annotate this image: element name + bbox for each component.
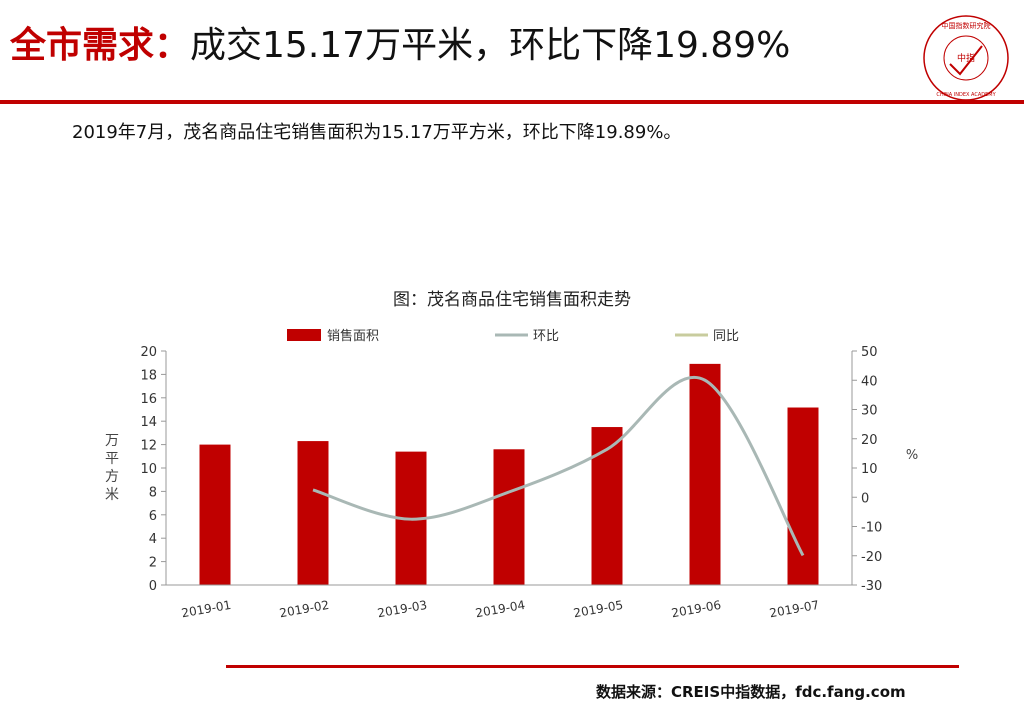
summary-text: 2019年7月，茂名商品住宅销售面积为15.17万平方米，环比下降19.89%。 bbox=[72, 122, 682, 143]
x-tick-label: 2019-04 bbox=[474, 598, 526, 620]
y-tick-left-label: 18 bbox=[140, 368, 157, 383]
page-title: 全市需求：成交15.17万平米，环比下降19.89% bbox=[10, 24, 790, 68]
line-series bbox=[312, 376, 805, 557]
header-rule bbox=[0, 100, 1024, 104]
bar-sales-area bbox=[297, 441, 329, 585]
legend-label-yoy: 同比 bbox=[713, 329, 739, 344]
y-tick-left-label: 12 bbox=[140, 439, 157, 454]
y-axis-left-label-char: 方 bbox=[105, 469, 119, 485]
seal-en-text: CHINA INDEX ACADEMY bbox=[936, 92, 996, 98]
legend-label-sales-area: 销售面积 bbox=[327, 328, 379, 344]
y-tick-left-label: 0 bbox=[149, 579, 157, 594]
y-axis-left-label: 万平方米 bbox=[105, 433, 119, 503]
y-tick-right-label: -20 bbox=[861, 550, 882, 565]
page-title-lead: 全市需求： bbox=[10, 25, 191, 66]
y-tick-left-label: 4 bbox=[149, 532, 157, 547]
bar-sales-area bbox=[493, 449, 525, 585]
y-tick-right-label: 30 bbox=[861, 404, 878, 419]
x-tick-label: 2019-06 bbox=[670, 598, 722, 620]
y-tick-right-label: -10 bbox=[861, 521, 882, 536]
data-source: 数据来源：CREIS中指数据，fdc.fang.com bbox=[596, 683, 906, 701]
y-tick-left-label: 14 bbox=[140, 415, 157, 430]
y-axis-right-label: % bbox=[906, 448, 918, 463]
y-tick-right-label: 20 bbox=[861, 433, 878, 448]
x-tick-label: 2019-03 bbox=[376, 598, 428, 620]
chart-title: 图：茂名商品住宅销售面积走势 bbox=[393, 290, 631, 310]
seal-center-text: 中指 bbox=[957, 52, 975, 64]
y-tick-left-label: 16 bbox=[140, 392, 157, 407]
y-tick-left-label: 20 bbox=[140, 345, 157, 360]
x-tick-label: 2019-05 bbox=[572, 598, 624, 620]
legend-swatch-sales-area bbox=[287, 329, 321, 341]
y-axis-left-label-char: 平 bbox=[105, 451, 119, 467]
y-axis-left-label-char: 万 bbox=[105, 433, 119, 449]
y-tick-left-label: 8 bbox=[149, 485, 157, 500]
y-tick-right-label: 40 bbox=[861, 374, 878, 389]
y-tick-right-label: -30 bbox=[861, 579, 882, 594]
bar-series bbox=[199, 363, 819, 585]
y-tick-right-label: 0 bbox=[861, 491, 869, 506]
line-mom bbox=[312, 376, 805, 557]
seal-logo: 中国指数研究院 中指 CHINA INDEX ACADEMY bbox=[923, 15, 1009, 101]
x-tick-label: 2019-01 bbox=[180, 598, 232, 620]
y-tick-right-label: 50 bbox=[861, 345, 878, 360]
x-tick-label: 2019-07 bbox=[768, 598, 820, 620]
footer-rule bbox=[226, 665, 959, 668]
legend-label-mom: 环比 bbox=[533, 329, 559, 344]
chart-ticks: 0 2 4 6 8 10 12 14 16 18 20 -30 -20 -10 0 10 20 30 40 50 201… bbox=[140, 345, 882, 620]
seal-text: 中国指数研究院 bbox=[942, 21, 991, 30]
y-axis-left-label-char: 米 bbox=[105, 487, 119, 503]
sales-area-chart: 图：茂名商品住宅销售面积走势 销售面积 环比 同比 万平方米 % 0 2 4 6 8 10… bbox=[105, 290, 918, 620]
y-tick-left-label: 10 bbox=[140, 462, 157, 477]
bar-sales-area bbox=[689, 363, 721, 585]
y-tick-left-label: 6 bbox=[149, 509, 157, 524]
bar-sales-area bbox=[199, 444, 231, 585]
page-title-rest: 成交15.17万平米，环比下降19.89% bbox=[190, 25, 791, 66]
y-tick-right-label: 10 bbox=[861, 462, 878, 477]
chart-legend: 销售面积 环比 同比 bbox=[287, 328, 739, 344]
y-tick-left-label: 2 bbox=[149, 556, 157, 571]
x-tick-label: 2019-02 bbox=[278, 598, 330, 620]
bar-sales-area bbox=[787, 407, 819, 585]
